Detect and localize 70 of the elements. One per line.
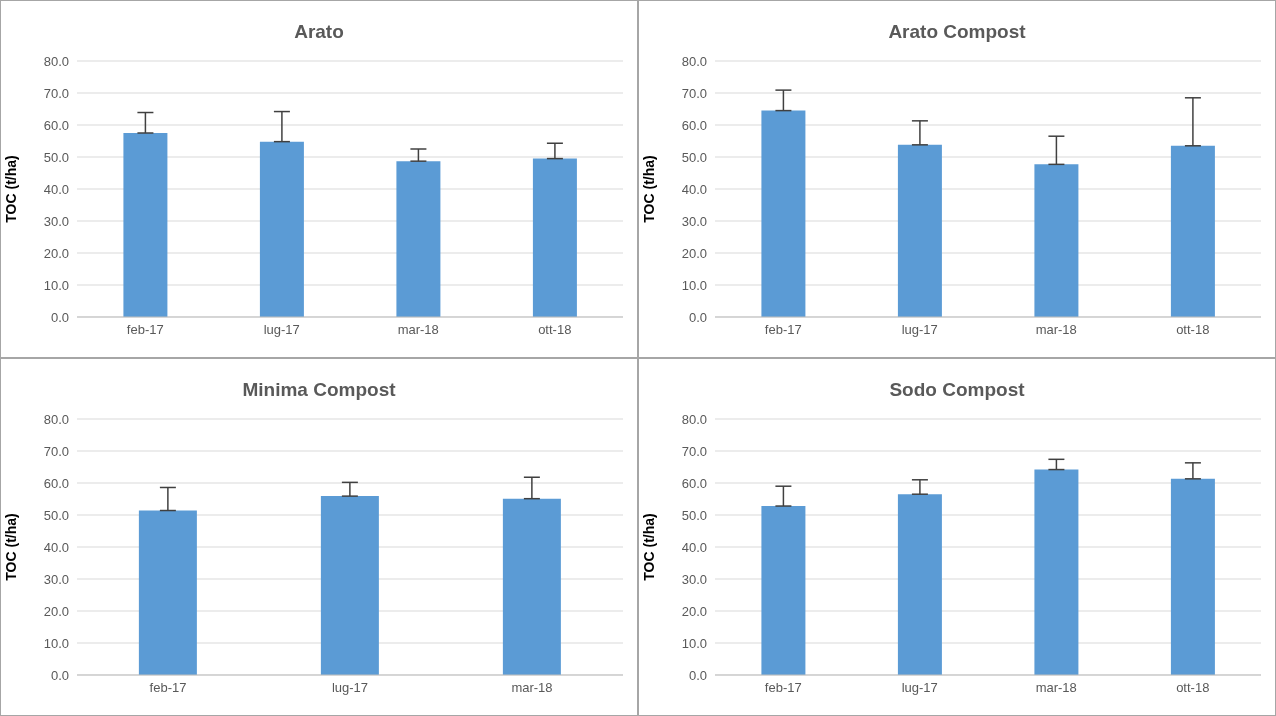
y-tick-label: 20.0 — [43, 245, 69, 261]
y-tick-label: 30.0 — [43, 213, 69, 229]
x-tick-label: feb-17 — [764, 322, 802, 338]
y-tick-label: 50.0 — [681, 149, 707, 165]
y-tick-label: 50.0 — [681, 507, 707, 523]
bar — [1034, 164, 1079, 317]
y-tick-label: 30.0 — [681, 213, 707, 229]
y-tick-label: 0.0 — [688, 309, 707, 325]
y-axis-title: TOC (t/ha) — [2, 513, 19, 581]
bar — [123, 133, 168, 317]
y-tick-label: 20.0 — [43, 603, 69, 619]
y-tick-label: 80.0 — [681, 411, 707, 427]
y-tick-label: 20.0 — [681, 603, 707, 619]
y-tick-label: 70.0 — [681, 443, 707, 459]
y-tick-label: 10.0 — [681, 635, 707, 651]
x-tick-label: lug-17 — [263, 322, 300, 338]
y-tick-label: 80.0 — [43, 411, 69, 427]
bar — [396, 161, 441, 317]
x-tick-label: ott-18 — [1176, 322, 1210, 338]
x-tick-label: mar-18 — [397, 322, 439, 338]
x-tick-label: mar-18 — [511, 680, 553, 696]
bar — [320, 496, 379, 675]
y-tick-label: 0.0 — [688, 667, 707, 683]
y-tick-label: 60.0 — [43, 475, 69, 491]
x-tick-label: mar-18 — [1035, 680, 1077, 696]
y-tick-label: 10.0 — [43, 635, 69, 651]
y-tick-label: 70.0 — [43, 443, 69, 459]
y-tick-label: 70.0 — [681, 85, 707, 101]
y-axis-title: TOC (t/ha) — [2, 155, 19, 223]
y-tick-label: 80.0 — [43, 53, 69, 69]
y-tick-label: 50.0 — [43, 507, 69, 523]
y-tick-label: 60.0 — [681, 475, 707, 491]
y-tick-label: 70.0 — [43, 85, 69, 101]
x-tick-label: lug-17 — [901, 680, 938, 696]
y-tick-label: 50.0 — [43, 149, 69, 165]
chart-title: Minima Compost — [241, 379, 397, 401]
x-tick-label: feb-17 — [126, 322, 164, 338]
y-tick-label: 10.0 — [43, 277, 69, 293]
y-tick-label: 0.0 — [50, 309, 69, 325]
y-tick-label: 40.0 — [43, 181, 69, 197]
x-tick-label: ott-18 — [538, 322, 572, 338]
y-tick-label: 40.0 — [43, 539, 69, 555]
bar — [138, 510, 197, 675]
y-axis-title: TOC (t/ha) — [640, 513, 657, 581]
x-tick-label: feb-17 — [764, 680, 802, 696]
chart-title: Arato Compost — [887, 21, 1027, 43]
x-tick-label: ott-18 — [1176, 680, 1210, 696]
chart-title: Arato — [293, 21, 345, 43]
x-tick-label: lug-17 — [901, 322, 938, 338]
chart-title: Sodo Compost — [888, 379, 1026, 401]
x-tick-label: lug-17 — [331, 680, 369, 696]
bar — [1170, 145, 1215, 317]
y-tick-label: 40.0 — [681, 539, 707, 555]
bar — [532, 158, 577, 317]
y-tick-label: 40.0 — [681, 181, 707, 197]
y-tick-label: 20.0 — [681, 245, 707, 261]
bar — [761, 110, 806, 317]
x-tick-label: feb-17 — [149, 680, 187, 696]
y-tick-label: 60.0 — [681, 117, 707, 133]
y-tick-label: 10.0 — [681, 277, 707, 293]
y-tick-label: 80.0 — [681, 53, 707, 69]
bar — [502, 498, 561, 675]
bar — [897, 144, 942, 317]
y-tick-label: 60.0 — [43, 117, 69, 133]
y-tick-label: 30.0 — [43, 571, 69, 587]
x-tick-label: mar-18 — [1035, 322, 1077, 338]
bar — [259, 141, 304, 317]
y-tick-label: 0.0 — [50, 667, 69, 683]
y-axis-title: TOC (t/ha) — [640, 155, 657, 223]
y-tick-label: 30.0 — [681, 571, 707, 587]
